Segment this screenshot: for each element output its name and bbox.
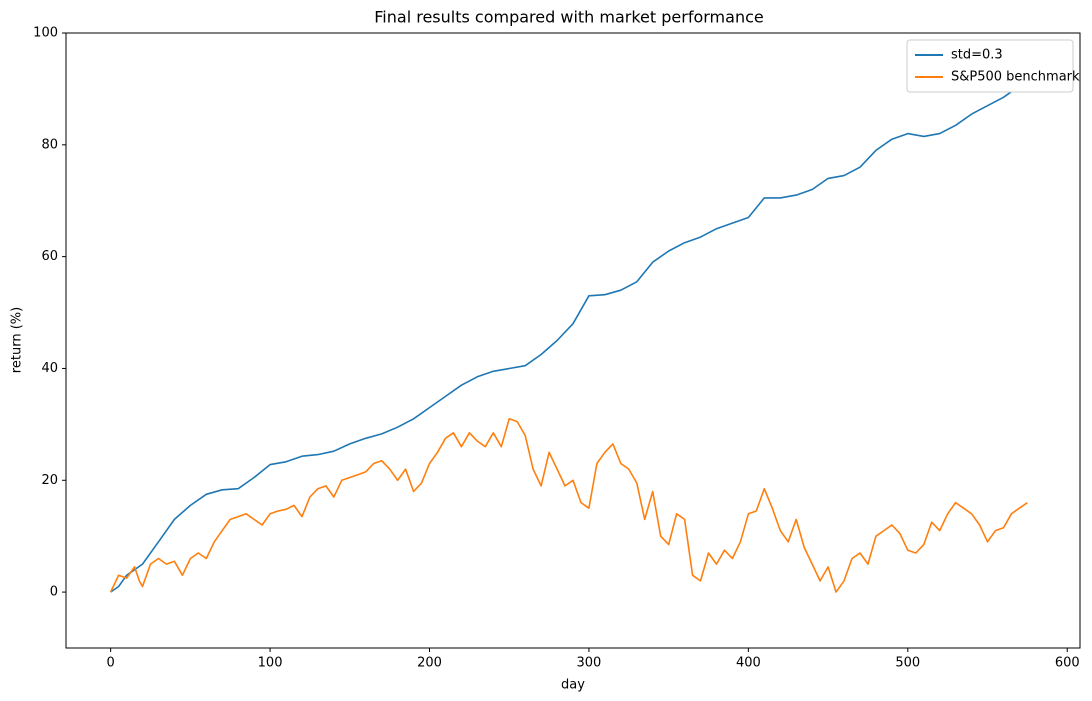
- x-tick-label: 600: [1055, 656, 1080, 671]
- y-tick-label: 40: [41, 361, 58, 376]
- legend-box: [906, 39, 1074, 93]
- x-tick-label: 500: [895, 656, 920, 671]
- line: [110, 91, 1012, 593]
- x-tick-label: 200: [417, 656, 442, 671]
- x-tick-label: 0: [107, 656, 115, 671]
- y-tick-label: 60: [41, 249, 58, 264]
- y-tick-label: 100: [33, 26, 58, 41]
- line: [109, 417, 1028, 593]
- y-tick-label: 20: [41, 473, 58, 488]
- y-tick-label: 80: [41, 137, 58, 152]
- y-axis-label: return (%): [10, 307, 25, 373]
- legend-label: S&P500 benchmark: [951, 70, 1080, 85]
- plot-frame: [65, 32, 1081, 649]
- x-tick-label: 100: [258, 656, 283, 671]
- x-axis-label: day: [561, 678, 585, 693]
- x-tick-label: 300: [577, 656, 602, 671]
- chart-title: Final results compared with market perfo…: [374, 8, 763, 27]
- legend-label: std=0.3: [951, 48, 1003, 63]
- x-tick-label: 400: [736, 656, 761, 671]
- y-tick-label: 0: [50, 585, 58, 600]
